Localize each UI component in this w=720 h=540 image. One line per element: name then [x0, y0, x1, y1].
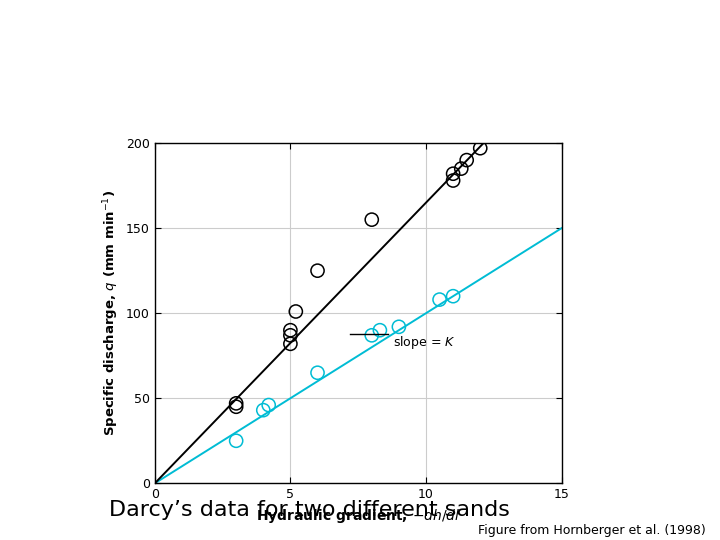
- Text: slope = $K$: slope = $K$: [393, 334, 456, 350]
- Point: [230, 436, 242, 445]
- Point: [284, 340, 296, 348]
- Point: [284, 326, 296, 334]
- Text: Figure from Hornberger et al. (1998): Figure from Hornberger et al. (1998): [478, 524, 706, 537]
- Point: [230, 402, 242, 411]
- Point: [284, 331, 296, 340]
- Text: Darcy’s data for two different sands: Darcy’s data for two different sands: [109, 500, 510, 521]
- X-axis label: Hydraulic gradient, $\mathit{-dh/dl}$: Hydraulic gradient, $\mathit{-dh/dl}$: [256, 507, 461, 525]
- Point: [447, 292, 459, 300]
- Point: [290, 307, 302, 316]
- Point: [312, 266, 323, 275]
- Point: [461, 156, 472, 164]
- Point: [447, 170, 459, 178]
- Point: [456, 164, 467, 173]
- Point: [474, 144, 486, 152]
- Point: [366, 215, 377, 224]
- Point: [447, 176, 459, 185]
- Point: [366, 331, 377, 340]
- Point: [312, 368, 323, 377]
- Point: [433, 295, 445, 304]
- Point: [393, 322, 405, 331]
- Point: [263, 401, 274, 409]
- Point: [258, 406, 269, 415]
- Point: [230, 399, 242, 408]
- Y-axis label: Specific discharge, $q$ (mm min$^{-1}$): Specific discharge, $q$ (mm min$^{-1}$): [101, 190, 120, 436]
- Point: [374, 326, 386, 334]
